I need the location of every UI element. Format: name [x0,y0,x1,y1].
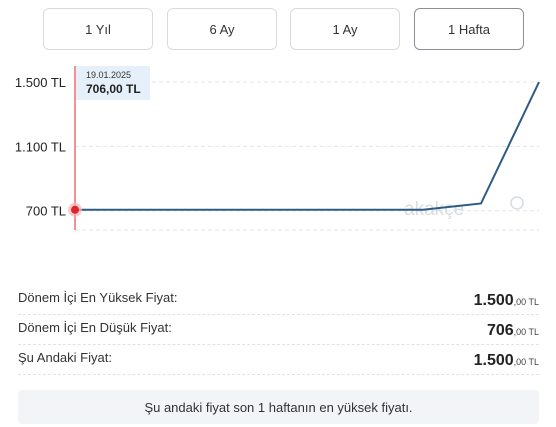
y-tick-label: 1.500 TL [15,75,66,90]
stat-whole: 706 [486,322,514,339]
stat-row-lowest: Dönem İçi En Düşük Fiyat: 706,00 TL [18,315,539,345]
price-history-chart[interactable]: 1.500 TL 1.100 TL 700 TL akakçe 19.01.2025… [0,58,556,248]
stat-cents: ,00 [513,357,527,367]
tab-1-year[interactable]: 1 Yıl [43,8,153,50]
stat-label: Şu Andaki Fiyat: [18,350,112,365]
watermark-icon [510,196,524,210]
stat-whole: 1.500 [473,352,514,369]
stat-currency: TL [526,297,539,307]
chart-grid [75,81,539,231]
tooltip-price: 706,00 TL [86,82,141,96]
stat-value: 1.500,00 TL [474,352,539,370]
stat-cents: ,00 [513,297,527,307]
tab-1-month[interactable]: 1 Ay [290,8,400,50]
stat-row-highest: Dönem İçi En Yüksek Fiyat: 1.500,00 TL [18,285,539,315]
stat-label: Dönem İçi En Yüksek Fiyat: [18,290,178,305]
y-tick-label: 1.100 TL [15,139,66,154]
y-axis-ticks: 1.500 TL 1.100 TL 700 TL [15,75,66,219]
chart-tooltip: 19.01.2025 706,00 TL [76,66,150,100]
stat-whole: 1.500 [473,292,514,309]
price-stats: Dönem İçi En Yüksek Fiyat: 1.500,00 TL D… [18,285,539,375]
stat-currency: TL [526,327,539,337]
period-tabs: 1 Yıl 6 Ay 1 Ay 1 Hafta [43,8,524,50]
stat-cents: ,00 [513,327,527,337]
stat-row-current: Şu Andaki Fiyat: 1.500,00 TL [18,345,539,375]
stat-currency: TL [526,357,539,367]
y-tick-label: 700 TL [26,204,66,219]
tab-6-months[interactable]: 6 Ay [167,8,277,50]
cursor-point[interactable] [71,205,79,214]
price-series-line [75,81,540,211]
stat-value: 1.500,00 TL [474,292,539,310]
tab-1-week[interactable]: 1 Hafta [414,8,524,50]
price-note: Şu andaki fiyat son 1 haftanın en yüksek… [18,390,539,424]
tooltip-date: 19.01.2025 [86,70,132,80]
stat-value: 706,00 TL [487,322,539,340]
stat-label: Dönem İçi En Düşük Fiyat: [18,320,172,335]
